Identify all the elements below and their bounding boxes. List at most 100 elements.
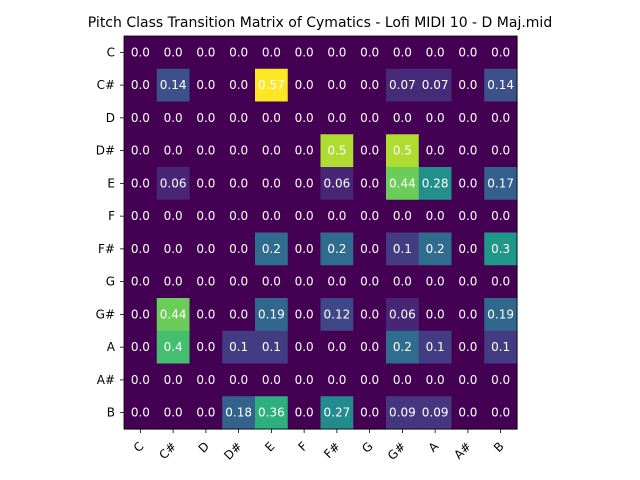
plot-frame xyxy=(123,35,518,430)
cell-value-label: 0.0 xyxy=(491,406,510,420)
heatmap-cell xyxy=(451,363,485,397)
cell-value-label: 0.0 xyxy=(295,307,314,321)
heatmap-cell xyxy=(320,363,354,397)
cell-value-label: 0.0 xyxy=(164,373,183,387)
cell-value-label: 0.0 xyxy=(131,275,150,289)
heatmap-cell xyxy=(386,232,420,266)
cell-value-label: 0.0 xyxy=(393,209,412,223)
cell-value-label: 0.0 xyxy=(491,144,510,158)
heatmap-cell xyxy=(124,68,158,103)
heatmap-cell xyxy=(156,36,191,70)
heatmap-cell xyxy=(255,68,289,103)
cell-value-label: 0.0 xyxy=(262,275,281,289)
cell-value-label: 0.0 xyxy=(262,144,281,158)
heatmap-cell xyxy=(156,167,191,201)
heatmap-cell xyxy=(222,68,256,103)
cell-value-label: 0.19 xyxy=(258,307,285,321)
cell-value-label: 0.0 xyxy=(164,45,183,59)
heatmap-cell xyxy=(320,199,354,234)
cell-value-label: 0.1 xyxy=(229,340,248,354)
cell-value-label: 0.0 xyxy=(295,176,314,190)
heatmap-cell xyxy=(418,101,453,135)
cell-value-label: 0.0 xyxy=(196,307,215,321)
cell-value-label: 0.18 xyxy=(225,406,252,420)
heatmap-cell xyxy=(255,363,289,397)
heatmap-cell xyxy=(418,396,453,430)
heatmap-cell xyxy=(484,68,518,103)
heatmap-cell xyxy=(222,36,256,70)
heatmap-cell xyxy=(156,298,191,332)
cell-value-label: 0.0 xyxy=(295,340,314,354)
cell-value-label: 0.0 xyxy=(426,373,445,387)
heatmap-cell xyxy=(484,134,518,168)
cell-value-label: 0.0 xyxy=(196,209,215,223)
heatmap-cell xyxy=(255,199,289,234)
cell-value-label: 0.0 xyxy=(360,275,379,289)
cell-value-label: 0.0 xyxy=(131,45,150,59)
cell-value-label: 0.1 xyxy=(393,242,412,256)
cell-value-label: 0.0 xyxy=(131,176,150,190)
heatmap-cell xyxy=(156,232,191,266)
cell-value-label: 0.0 xyxy=(295,144,314,158)
heatmap-cell xyxy=(124,298,158,332)
cell-value-label: 0.0 xyxy=(295,209,314,223)
y-axis: C C# D D# E F F# G G# A A# B xyxy=(96,45,124,420)
heatmap-cell xyxy=(320,68,354,103)
cell-value-label: 0.0 xyxy=(327,373,346,387)
heatmap-cell xyxy=(484,199,518,234)
cell-value-label: 0.0 xyxy=(360,45,379,59)
cell-value-label: 0.0 xyxy=(458,78,477,92)
cell-value-label: 0.0 xyxy=(229,307,248,321)
cell-value-label: 0.0 xyxy=(360,176,379,190)
heatmap-cell xyxy=(189,167,223,201)
cell-value-label: 0.0 xyxy=(229,45,248,59)
heatmap-cell xyxy=(451,396,485,430)
heatmap-cell xyxy=(287,167,322,201)
cell-value-label: 0.0 xyxy=(229,275,248,289)
heatmap-cell xyxy=(320,134,354,168)
heatmap-cell xyxy=(189,363,223,397)
cell-value-label: 0.2 xyxy=(393,340,412,354)
heatmap-cell xyxy=(255,298,289,332)
heatmap-cell xyxy=(287,265,322,299)
cell-value-label: 0.0 xyxy=(131,242,150,256)
heatmap-cell xyxy=(156,134,191,168)
cell-value-label: 0.0 xyxy=(458,406,477,420)
heatmap-cell xyxy=(124,36,158,70)
cell-value-label: 0.0 xyxy=(196,176,215,190)
heatmap-cell xyxy=(386,330,420,365)
cell-value-label: 0.0 xyxy=(262,45,281,59)
heatmap-cell xyxy=(189,330,223,365)
chart-title: Pitch Class Transition Matrix of Cymatic… xyxy=(88,15,552,31)
cell-value-label: 0.0 xyxy=(360,144,379,158)
heatmap-cell xyxy=(189,101,223,135)
cell-value-label: 0.0 xyxy=(360,373,379,387)
heatmap-cell xyxy=(124,232,158,266)
cell-value-label: 0.0 xyxy=(458,373,477,387)
heatmap-cell xyxy=(451,36,485,70)
y-tick-label: C# xyxy=(97,78,115,92)
cell-value-label: 0.5 xyxy=(327,144,346,158)
cell-value-label: 0.0 xyxy=(360,340,379,354)
cell-value-label: 0.17 xyxy=(487,176,514,190)
cell-value-label: 0.0 xyxy=(229,209,248,223)
cell-value-label: 0.0 xyxy=(458,176,477,190)
heatmap-cell xyxy=(320,298,354,332)
heatmap-cell xyxy=(418,199,453,234)
heatmap-cell xyxy=(451,330,485,365)
heatmap-cell xyxy=(156,330,191,365)
heatmap-cell xyxy=(386,363,420,397)
heatmap-cell xyxy=(287,363,322,397)
heatmap-cell xyxy=(287,199,322,234)
cell-value-label: 0.0 xyxy=(229,242,248,256)
heatmap-cell xyxy=(222,265,256,299)
cell-value-label: 0.0 xyxy=(393,275,412,289)
heatmap-cell xyxy=(353,232,387,266)
cell-value-label: 0.0 xyxy=(327,275,346,289)
heatmap-cell xyxy=(124,265,158,299)
heatmap-cell xyxy=(287,134,322,168)
cell-value-label: 0.0 xyxy=(360,78,379,92)
cell-value-label: 0.06 xyxy=(389,307,416,321)
cell-value-label: 0.0 xyxy=(229,111,248,125)
heatmap-cell xyxy=(222,396,256,430)
